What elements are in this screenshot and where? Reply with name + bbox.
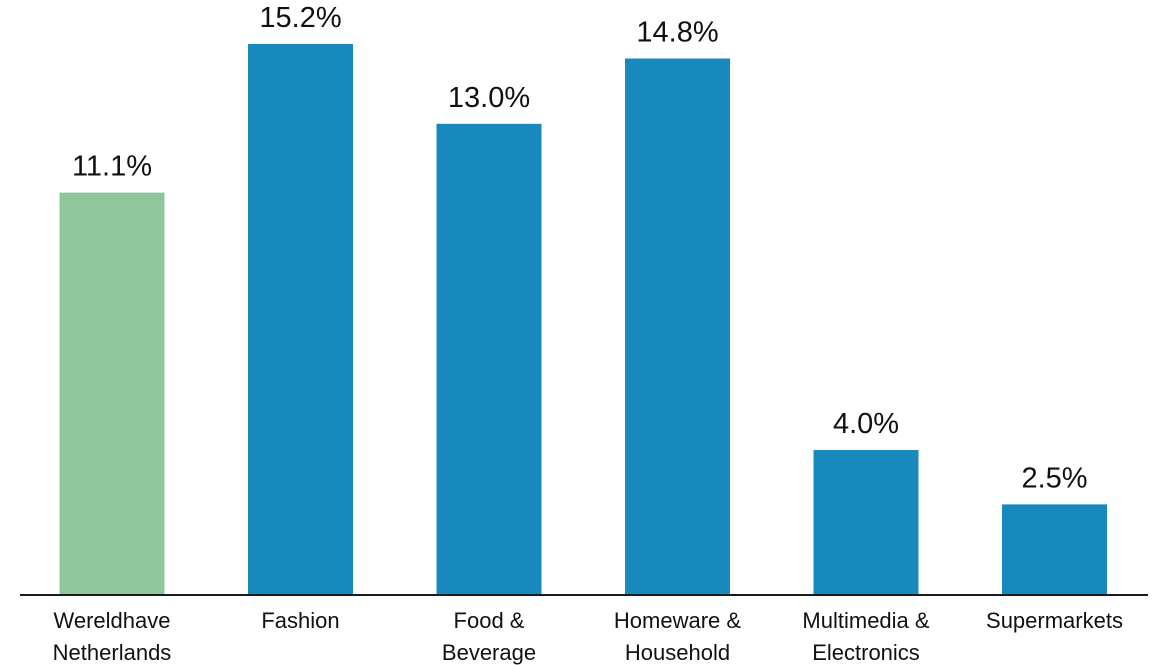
bar-0 (59, 192, 165, 595)
bar-3 (625, 58, 730, 595)
value-label-3: 14.8% (636, 17, 718, 49)
value-label-2: 13.0% (448, 82, 530, 114)
value-label-5: 2.5% (1021, 462, 1087, 494)
value-labels-group: 11.1% 15.2% 13.0% 14.8% 4.0% 2.5% (72, 2, 1088, 494)
bar-5 (1002, 504, 1107, 595)
bar-2 (436, 123, 542, 596)
category-label-5: Supermarkets (986, 608, 1123, 633)
category-label-3: Homeware & Household (614, 608, 741, 665)
category-label-2: Food & Beverage (442, 608, 536, 665)
category-labels-group: Wereldhave Netherlands Fashion Food & Bevera… (53, 608, 1123, 665)
bars-group (59, 44, 1107, 596)
category-label-0: Wereldhave Netherlands (53, 608, 172, 665)
value-label-1: 15.2% (259, 2, 341, 34)
value-label-4: 4.0% (833, 408, 899, 440)
bar-4 (813, 450, 919, 595)
category-label-4: Multimedia & Electronics (802, 608, 929, 665)
value-label-0: 11.1% (72, 151, 152, 183)
category-label-1: Fashion (261, 608, 339, 633)
bar-1 (248, 44, 353, 595)
